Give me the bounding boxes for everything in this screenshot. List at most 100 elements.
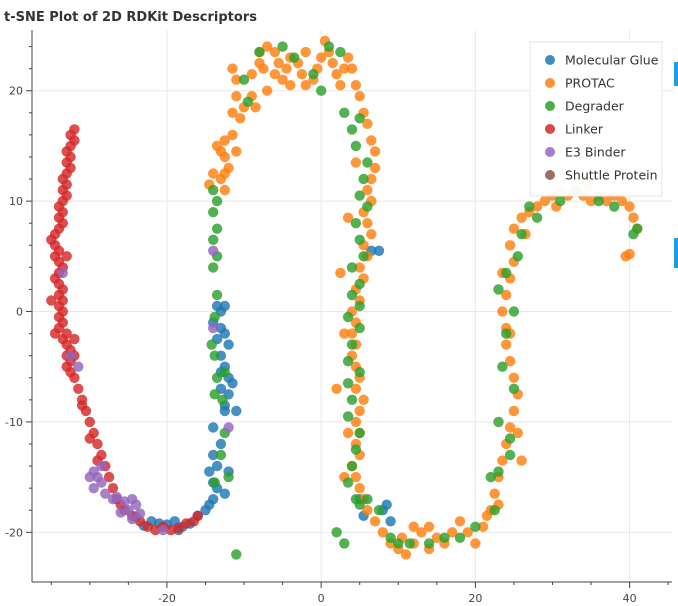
data-point: [231, 405, 242, 417]
data-point: [227, 378, 238, 389]
data-point: [624, 201, 635, 212]
data-point: [489, 505, 500, 516]
data-point: [531, 201, 543, 212]
legend-label[interactable]: Linker: [565, 122, 604, 137]
y-tick-label: -10: [5, 416, 23, 429]
data-point: [555, 195, 566, 207]
data-point: [354, 367, 365, 378]
data-point: [354, 91, 365, 102]
data-point: [107, 483, 119, 494]
data-point: [331, 383, 342, 394]
data-point: [497, 361, 508, 372]
data-point: [84, 416, 96, 428]
data-point: [92, 438, 103, 450]
data-point: [208, 207, 219, 218]
data-point: [350, 80, 362, 91]
data-point: [531, 212, 543, 223]
legend-swatch[interactable]: [545, 170, 555, 180]
toolbar-indicator-top[interactable]: [674, 62, 678, 86]
data-point: [157, 524, 169, 536]
legend-label[interactable]: PROTAC: [565, 76, 615, 91]
data-point: [223, 339, 234, 350]
data-point: [497, 455, 508, 466]
toolbar-indicator-bottom[interactable]: [674, 238, 678, 268]
data-point: [404, 538, 415, 549]
data-point: [354, 262, 365, 273]
data-point: [335, 80, 346, 91]
legend-label[interactable]: Shuttle Protein: [565, 168, 658, 183]
data-point: [377, 527, 388, 538]
data-point: [96, 460, 107, 472]
data-point: [366, 229, 377, 240]
data-point: [369, 516, 381, 527]
legend-label[interactable]: E3 Binder: [565, 145, 626, 160]
data-point: [362, 218, 373, 229]
data-point: [493, 284, 504, 295]
data-point: [439, 532, 450, 543]
data-point: [211, 289, 223, 301]
data-point: [493, 466, 504, 477]
data-point: [504, 356, 516, 367]
data-point: [423, 538, 435, 549]
data-point: [350, 383, 362, 394]
data-point: [231, 146, 242, 157]
data-point: [362, 494, 373, 505]
legend-swatch[interactable]: [545, 147, 555, 157]
data-point: [223, 422, 234, 433]
data-point: [366, 173, 377, 185]
legend-swatch[interactable]: [545, 55, 555, 65]
data-point: [339, 538, 350, 549]
data-point: [477, 521, 489, 532]
data-point: [115, 507, 126, 518]
data-point: [208, 449, 219, 461]
legend-label[interactable]: Molecular Glue: [565, 53, 659, 68]
data-point: [508, 383, 520, 394]
data-point: [211, 372, 223, 383]
axes: [31, 30, 672, 583]
data-point: [601, 195, 612, 207]
data-point: [209, 389, 220, 400]
x-tick-label: -20: [158, 592, 176, 605]
data-point: [269, 46, 281, 58]
data-point: [242, 96, 254, 108]
legend-swatch[interactable]: [545, 78, 555, 88]
data-point: [219, 367, 230, 378]
legend-swatch[interactable]: [545, 124, 555, 134]
data-point: [211, 460, 223, 472]
data-point: [354, 427, 365, 439]
data-point: [285, 80, 296, 91]
legend-swatch[interactable]: [545, 101, 555, 111]
data-point: [481, 510, 493, 521]
y-tick-label: -20: [5, 526, 23, 539]
data-point: [354, 405, 365, 417]
legend[interactable]: Molecular Glue PROTAC Degrader Linker E3 Bin…: [529, 41, 663, 197]
data-point: [127, 513, 138, 525]
data-point: [323, 41, 335, 52]
data-point: [393, 538, 404, 549]
data-point: [88, 483, 99, 494]
data-point: [173, 522, 184, 534]
data-point: [512, 427, 523, 439]
data-point: [358, 251, 369, 262]
data-point: [211, 195, 223, 207]
legend-label[interactable]: Degrader: [565, 99, 625, 114]
data-point: [219, 184, 230, 196]
data-point: [49, 328, 61, 339]
data-point: [339, 63, 350, 74]
data-point: [69, 372, 80, 383]
data-point: [362, 157, 373, 168]
data-point: [254, 46, 265, 58]
data-point: [296, 69, 308, 80]
data-point: [447, 527, 458, 538]
y-tick-label: 0: [16, 306, 23, 319]
data-point: [508, 223, 520, 234]
data-point: [346, 394, 358, 405]
data-point: [235, 113, 246, 124]
data-point: [250, 102, 261, 113]
data-point: [354, 234, 365, 245]
data-point: [57, 267, 68, 279]
data-point: [231, 74, 242, 85]
data-point: [61, 251, 72, 262]
data-point: [208, 234, 219, 245]
